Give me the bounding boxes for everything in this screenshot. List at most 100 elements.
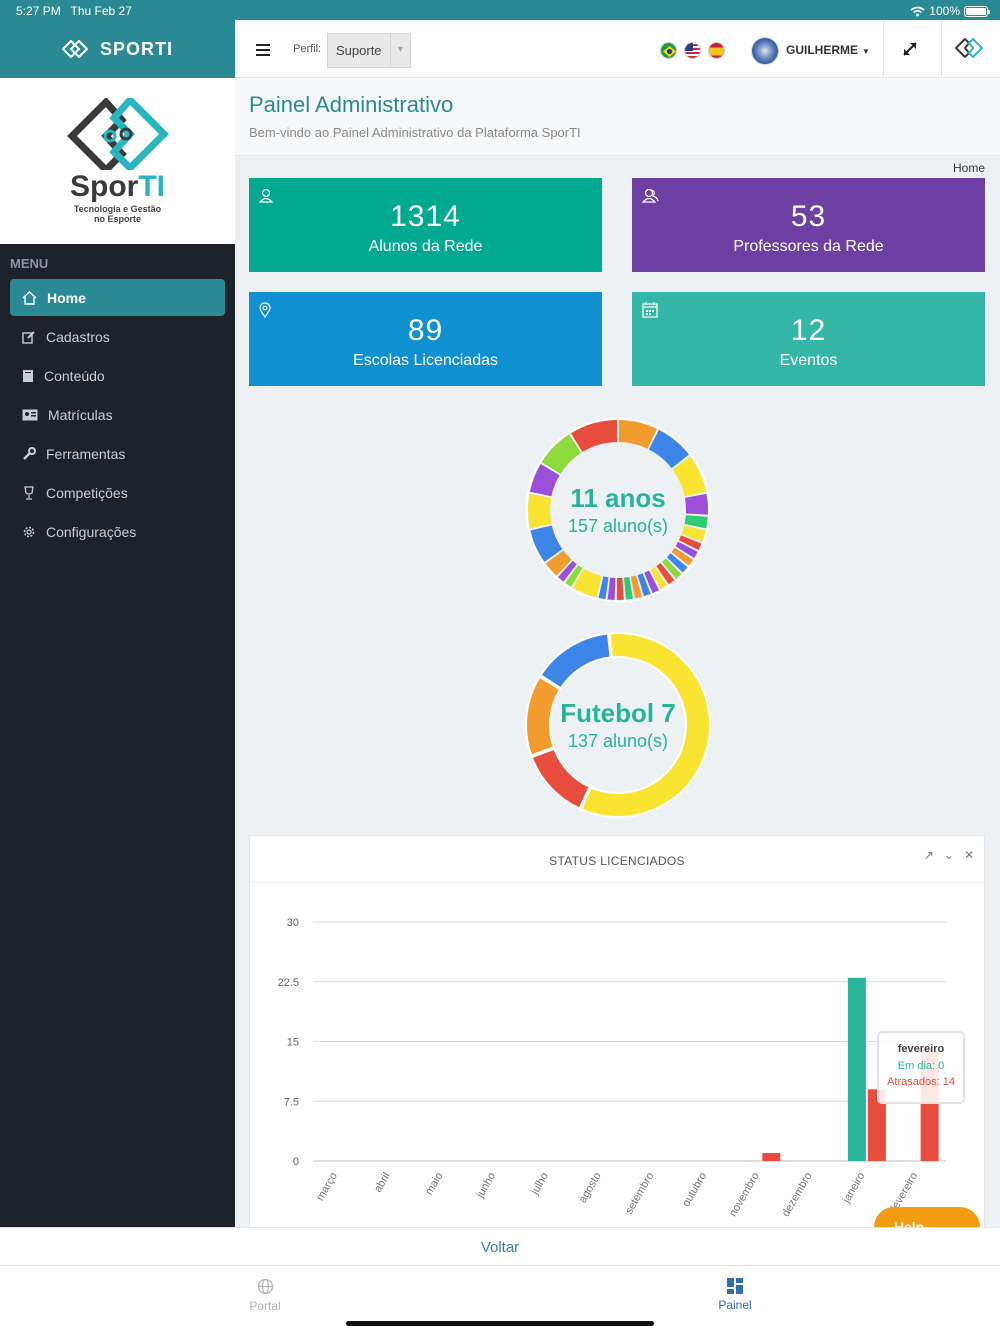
home-icon	[22, 290, 37, 305]
stat-card-alunos[interactable]: 1314 Alunos da Rede	[249, 178, 602, 272]
header-logo-button[interactable]	[954, 37, 984, 63]
gear-icon	[23, 526, 35, 537]
stat-card-professores[interactable]: 53 Professores da Rede	[632, 178, 985, 272]
sidebar-item-label: Configurações	[46, 523, 137, 540]
expand-icon[interactable]: ↗	[923, 848, 934, 862]
sidebar-item-label: Cadastros	[46, 328, 110, 345]
sport-slice[interactable]	[539, 632, 612, 690]
voltar-button[interactable]: Voltar	[0, 1227, 1000, 1266]
age-slice[interactable]	[675, 541, 698, 559]
age-slice[interactable]	[671, 547, 693, 566]
brand-bar[interactable]: SPORTI	[0, 20, 235, 78]
close-icon[interactable]: ✕	[963, 848, 974, 862]
age-slice[interactable]	[678, 535, 702, 550]
bar-atrasados	[867, 1089, 886, 1161]
user-avatar[interactable]	[751, 37, 779, 65]
x-tick-label: julho	[528, 1171, 551, 1198]
age-slice[interactable]	[528, 493, 552, 529]
age-slice[interactable]	[684, 515, 708, 529]
y-tick-label: 7.5	[284, 1096, 299, 1108]
age-slice[interactable]	[570, 420, 618, 453]
help-button[interactable]: Help	[874, 1207, 980, 1227]
sidebar-item-ferramentas[interactable]: Ferramentas	[10, 435, 225, 472]
x-tick-label: maio	[423, 1171, 445, 1198]
y-tick-label: 22.5	[278, 977, 299, 989]
age-slice[interactable]	[650, 567, 667, 590]
age-slice[interactable]	[618, 420, 657, 449]
age-slice[interactable]	[598, 576, 609, 600]
sport-donut-ring	[525, 632, 711, 818]
tab-label: Portal	[249, 1299, 281, 1313]
stat-value: 89	[407, 314, 444, 347]
tab-painel[interactable]: Painel	[675, 1278, 795, 1312]
age-slice[interactable]	[661, 558, 682, 579]
sidebar-item-cadastros[interactable]: Cadastros	[10, 318, 225, 355]
flag-brazil-icon[interactable]	[660, 42, 677, 59]
sidebar-item-label: Competições	[46, 484, 128, 501]
perfil-value: Suporte	[336, 43, 382, 58]
sidebar-item-competicoes[interactable]: Competições	[10, 474, 225, 511]
sidebar-item-home[interactable]: Home	[10, 279, 225, 316]
book-icon	[23, 369, 33, 382]
chevron-down-icon[interactable]: ⌄	[943, 848, 954, 862]
age-slice[interactable]	[545, 550, 572, 576]
age-slice[interactable]	[630, 575, 642, 599]
user-icon	[259, 188, 273, 203]
stat-label: Eventos	[779, 352, 838, 369]
sport-donut-chart[interactable]: Futebol 7 137 aluno(s)	[524, 631, 712, 819]
age-slice[interactable]	[529, 463, 560, 497]
age-slice[interactable]	[656, 562, 675, 585]
age-slice[interactable]	[666, 553, 688, 573]
age-slice[interactable]	[672, 456, 707, 497]
age-slice[interactable]	[637, 573, 651, 597]
page-header: Painel Administrativo Bem-vindo ao Paine…	[235, 78, 1000, 156]
stat-value: 12	[790, 314, 827, 347]
home-indicator	[346, 1321, 654, 1326]
age-slice[interactable]	[565, 565, 583, 587]
donut-center: 11 anos 157 aluno(s)	[524, 416, 712, 604]
edit-icon	[22, 330, 35, 344]
flag-usa-icon[interactable]	[684, 42, 701, 59]
y-tick-label: 30	[287, 917, 299, 929]
fullscreen-button[interactable]	[901, 40, 919, 63]
age-slice[interactable]	[648, 429, 689, 469]
age-slice[interactable]	[530, 525, 563, 562]
perfil-select[interactable]: Suporte ▼	[327, 33, 411, 68]
breadcrumb[interactable]: Home	[952, 161, 985, 175]
map-pin-icon	[259, 302, 271, 318]
age-slice[interactable]	[607, 577, 616, 600]
age-slice[interactable]	[684, 493, 708, 515]
stat-card-eventos[interactable]: 12 Eventos	[632, 292, 985, 386]
age-slice[interactable]	[644, 570, 660, 594]
menu-title: MENU	[10, 256, 49, 271]
id-card-icon	[22, 409, 38, 420]
tooltip-em-dia: Em dia: 0	[897, 1060, 945, 1072]
stat-card-escolas[interactable]: 89 Escolas Licenciadas	[249, 292, 602, 386]
user-menu[interactable]: GUILHERME ▼	[786, 43, 870, 57]
age-slice[interactable]	[616, 577, 624, 600]
sport-slice[interactable]	[530, 747, 591, 810]
sidebar-item-configuracoes[interactable]: Configurações	[10, 513, 225, 550]
panel-title: STATUS LICENCIADOS	[250, 836, 984, 883]
sport-slice[interactable]	[579, 632, 711, 818]
age-slice[interactable]	[558, 560, 577, 582]
age-slice[interactable]	[541, 434, 582, 474]
top-header: Perfil: Suporte ▼ GUILHERME ▼	[235, 20, 1000, 78]
age-slice[interactable]	[572, 568, 602, 598]
chevron-down-icon: ▼	[390, 34, 410, 67]
battery-icon	[964, 5, 990, 17]
calendar-icon	[642, 302, 658, 318]
sidebar-item-label: Conteúdo	[44, 367, 105, 384]
sidebar: SPORTI SporTI Tecnologia e Gestão no Espo…	[0, 20, 235, 1227]
x-tick-label: agosto	[577, 1171, 604, 1206]
age-donut-chart[interactable]: 11 anos 157 aluno(s)	[524, 416, 712, 604]
sidebar-item-conteudo[interactable]: Conteúdo	[10, 357, 225, 394]
menu-toggle-icon[interactable]	[256, 44, 270, 59]
sidebar-item-matriculas[interactable]: Matrículas	[10, 396, 225, 433]
age-slice[interactable]	[624, 577, 633, 600]
flag-spain-icon[interactable]	[708, 42, 725, 59]
tab-portal[interactable]: Portal	[205, 1278, 325, 1313]
globe-icon	[257, 1278, 273, 1295]
sport-slice[interactable]	[525, 675, 562, 757]
age-slice[interactable]	[681, 525, 706, 542]
